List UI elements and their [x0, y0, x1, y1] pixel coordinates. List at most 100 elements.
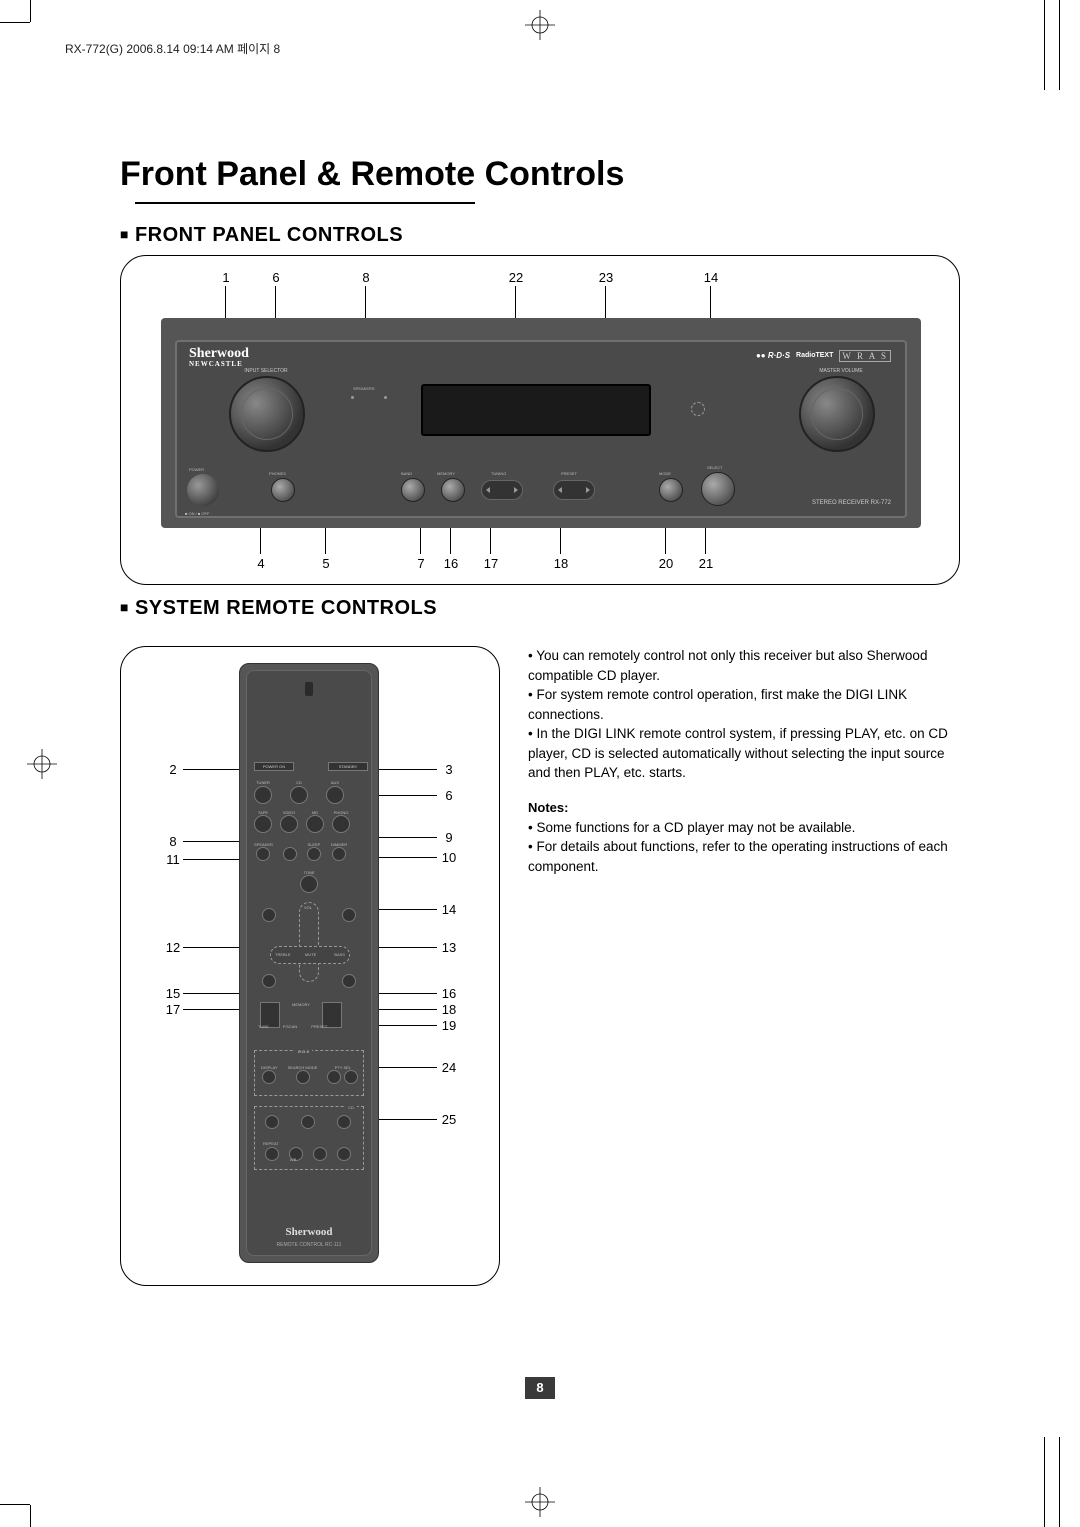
front-panel-heading: FRONT PANEL CONTROLS	[120, 224, 960, 247]
power-on-button: POWER ON	[254, 762, 294, 771]
phono-button	[332, 815, 350, 833]
pty-down	[327, 1070, 341, 1084]
registration-mark	[525, 10, 555, 40]
callout-number: 15	[163, 986, 183, 1001]
main-title: Front Panel & Remote Controls	[120, 155, 624, 194]
aux-button	[326, 786, 344, 804]
crop-mark	[0, 1504, 30, 1505]
cd-play	[337, 1115, 351, 1129]
bass-down	[342, 974, 356, 988]
brand-logo: Sherwood NEWCASTLE	[189, 346, 249, 368]
callout-number: 1	[216, 270, 236, 285]
mute-bar: TREBLE MUTE BASS	[270, 946, 350, 964]
crop-mark	[1044, 1437, 1045, 1527]
on-off-label: ■ ON / ■ OFF	[185, 511, 209, 516]
cd-prev	[313, 1147, 327, 1161]
registration-mark	[27, 749, 57, 779]
sleep-button	[307, 847, 321, 861]
phones-jack	[271, 478, 295, 502]
callout-number: 11	[163, 852, 183, 867]
callout-number: 21	[696, 556, 716, 571]
callout-number: 8	[356, 270, 376, 285]
tape-button	[254, 815, 272, 833]
treble-down	[262, 974, 276, 988]
cd-next	[337, 1147, 351, 1161]
remote-brand: Sherwood	[285, 1226, 332, 1238]
repeat-button	[265, 1147, 279, 1161]
video-button	[280, 815, 298, 833]
callout-number: 14	[439, 902, 459, 917]
callout-number: 18	[551, 556, 571, 571]
tuning-buttons	[481, 480, 523, 500]
remote-heading: SYSTEM REMOTE CONTROLS	[120, 597, 960, 620]
callout-number: 20	[656, 556, 676, 571]
print-header-info: RX-772(G) 2006.8.14 09:14 AM 페이지 8	[65, 40, 280, 57]
preset-label-rc: PRESET	[311, 1024, 327, 1029]
preset-label: PRESET	[561, 471, 577, 476]
cd-stop	[265, 1115, 279, 1129]
callout-number: 2	[163, 762, 183, 777]
crop-mark	[1044, 0, 1045, 90]
ir-sensor	[691, 402, 705, 416]
front-panel-figure: 168222314 4571617182021 Sherwood NEWCAST…	[120, 255, 960, 585]
speaker-a-button	[256, 847, 270, 861]
repeat-label: REPEAT	[263, 1141, 279, 1146]
cd-section: CD REPEAT A/B	[254, 1106, 364, 1170]
memory-label: MEMORY	[437, 471, 455, 476]
preset-buttons	[553, 480, 595, 500]
receiver-body: Sherwood NEWCASTLE ●● R·D·S RadioTEXT W …	[161, 318, 921, 528]
display-window	[421, 384, 651, 436]
note-item: Some functions for a CD player may not b…	[528, 818, 960, 838]
volume-pad: VOL	[299, 902, 319, 982]
standby-button: STANDBY	[328, 762, 368, 771]
crop-mark	[30, 0, 31, 22]
callout-number: 13	[439, 940, 459, 955]
callout-number: 16	[441, 556, 461, 571]
tone-button	[300, 875, 318, 893]
mode-button	[659, 478, 683, 502]
callout-number: 10	[439, 850, 459, 865]
callout-number: 24	[439, 1060, 459, 1075]
callout-number: 6	[439, 788, 459, 803]
cd-button	[290, 786, 308, 804]
callout-number: 5	[316, 556, 336, 571]
bass-up	[342, 908, 356, 922]
remote-model: REMOTE CONTROL RC-111	[277, 1242, 342, 1248]
speakers-label: SPEAKERS	[353, 386, 375, 391]
band-label: BAND	[401, 471, 412, 476]
speaker-b-button	[283, 847, 297, 861]
crop-mark	[0, 22, 30, 23]
mode-label: MODE	[659, 471, 671, 476]
remote-figure: 2811121517 3691014131618192425 POWER ON …	[120, 646, 500, 1286]
crop-mark	[1059, 0, 1060, 90]
display-button	[262, 1070, 276, 1084]
bullet-item: In the DIGI LINK remote control system, …	[528, 724, 960, 783]
pty-up	[344, 1070, 358, 1084]
note-item: For details about functions, refer to th…	[528, 837, 960, 876]
callout-number: 18	[439, 1002, 459, 1017]
callout-number: 9	[439, 830, 459, 845]
callout-number: 6	[266, 270, 286, 285]
callout-number: 14	[701, 270, 721, 285]
callout-number: 16	[439, 986, 459, 1001]
bullet-item: For system remote control operation, fir…	[528, 685, 960, 724]
model-text: STEREO RECEIVER RX-772	[812, 500, 891, 506]
master-volume-knob	[799, 376, 875, 452]
bullet-item: You can remotely control not only this r…	[528, 646, 960, 685]
phones-label: PHONES	[269, 471, 286, 476]
power-label: POWER	[189, 467, 204, 472]
remote-description: You can remotely control not only this r…	[528, 646, 960, 1286]
memory-button	[441, 478, 465, 502]
band-button	[401, 478, 425, 502]
remote-ir-led	[305, 682, 313, 696]
select-label: SELECT	[707, 465, 723, 470]
notes-heading: Notes:	[528, 799, 960, 818]
title-rule	[135, 202, 475, 204]
tune-label: TUNE	[258, 1024, 269, 1029]
callout-number: 7	[411, 556, 431, 571]
callout-number: 17	[163, 1002, 183, 1017]
callout-number: 3	[439, 762, 459, 777]
master-volume-label: MASTER VOLUME	[801, 368, 881, 374]
crop-mark	[1059, 1437, 1060, 1527]
registration-mark	[525, 1487, 555, 1517]
